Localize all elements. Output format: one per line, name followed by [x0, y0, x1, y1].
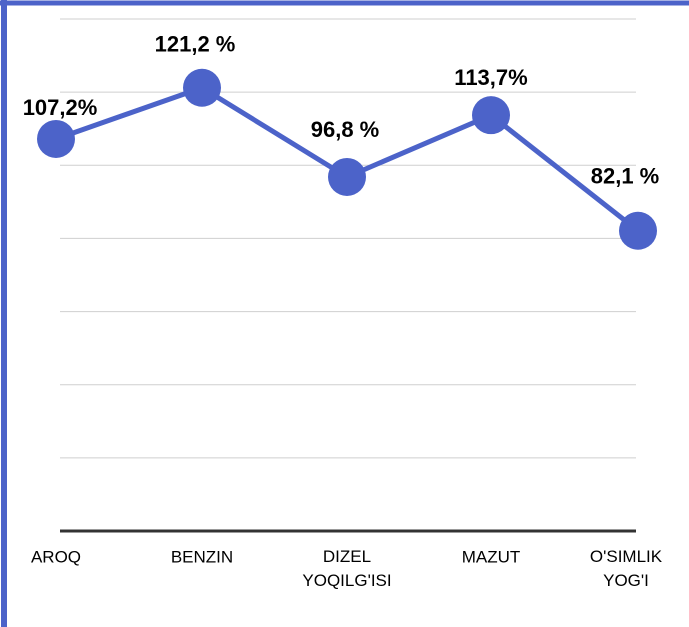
value-label: 96,8 %: [311, 117, 380, 142]
marker: [183, 68, 221, 107]
x-tick-label: O'SIMLIK YOG'I: [590, 547, 663, 590]
marker: [328, 157, 366, 196]
x-tick-label: BENZIN: [171, 547, 233, 566]
value-label: 82,1 %: [591, 164, 660, 189]
value-label: 107,2%: [23, 95, 98, 120]
x-tick-label: MAZUT: [462, 547, 521, 566]
x-tick-label: AROQ: [31, 547, 81, 566]
marker: [619, 211, 657, 250]
x-tick-label: DIZEL YOQILG'ISI: [302, 547, 391, 590]
marker: [37, 119, 75, 158]
marker: [472, 96, 510, 135]
value-label: 113,7%: [454, 65, 527, 90]
value-label: 121,2 %: [155, 32, 236, 57]
